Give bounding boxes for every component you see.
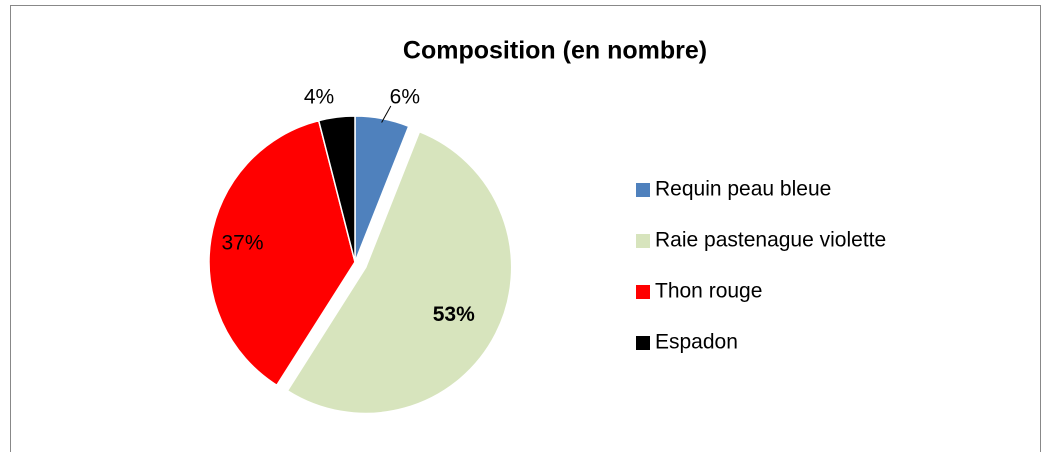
- data-label: 4%: [304, 86, 334, 109]
- legend-swatch: [636, 183, 650, 197]
- chart-border: [10, 5, 1041, 452]
- data-label: 53%: [433, 303, 475, 326]
- data-label: 37%: [222, 232, 264, 255]
- leader-line: [381, 105, 392, 123]
- legend-label: Thon rouge: [655, 280, 762, 303]
- legend-label: Requin peau bleue: [655, 178, 831, 201]
- legend-swatch: [636, 285, 650, 299]
- legend-label: Raie pastenague violette: [655, 229, 886, 252]
- legend-swatch: [636, 234, 650, 248]
- chart-title: Composition (en nombre): [403, 37, 707, 65]
- pie-slice: [286, 130, 513, 415]
- legend-swatch: [636, 336, 650, 350]
- pie-slice: [317, 115, 356, 263]
- pie-slice: [208, 119, 356, 387]
- data-label: 6%: [390, 86, 420, 109]
- legend-label: Espadon: [655, 331, 738, 354]
